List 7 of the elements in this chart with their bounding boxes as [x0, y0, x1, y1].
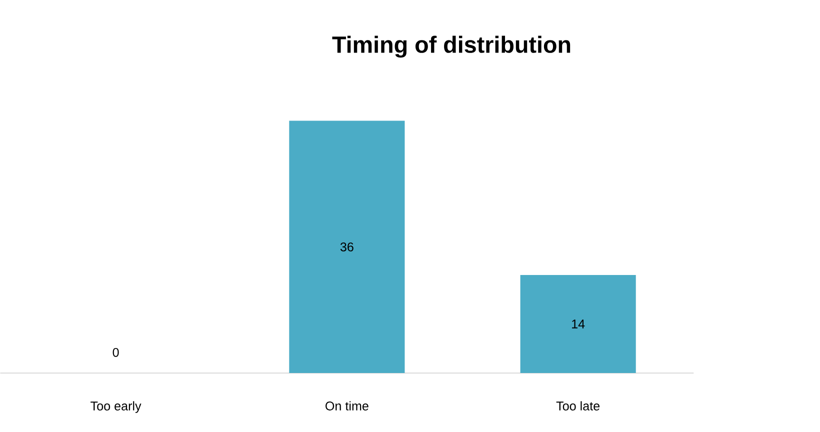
x-tick-label: On time: [326, 401, 368, 410]
chart-title: Timing of distribution: [332, 36, 570, 58]
data-label: 36: [340, 242, 354, 252]
data-label: 14: [572, 320, 585, 328]
x-tick-label: Too early: [90, 401, 142, 413]
data-label: 0: [112, 348, 119, 357]
x-tick-label: Too late: [556, 401, 600, 410]
